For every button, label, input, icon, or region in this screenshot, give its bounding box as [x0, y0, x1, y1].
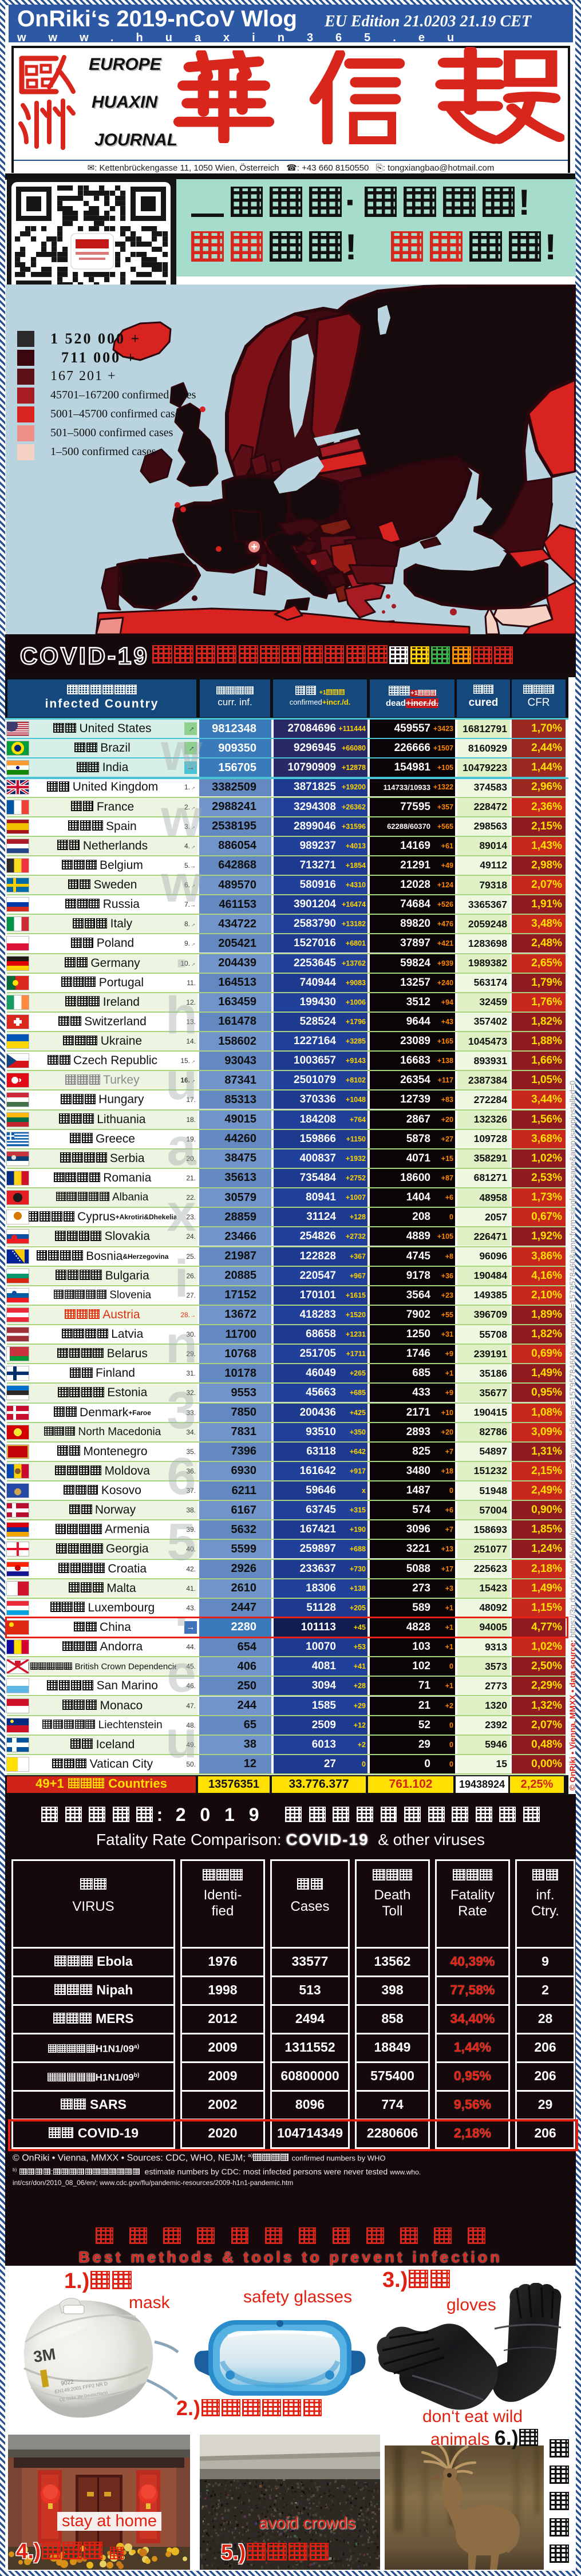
- svg-text:3M: 3M: [32, 2345, 57, 2366]
- svg-text:9022: 9022: [61, 2379, 74, 2387]
